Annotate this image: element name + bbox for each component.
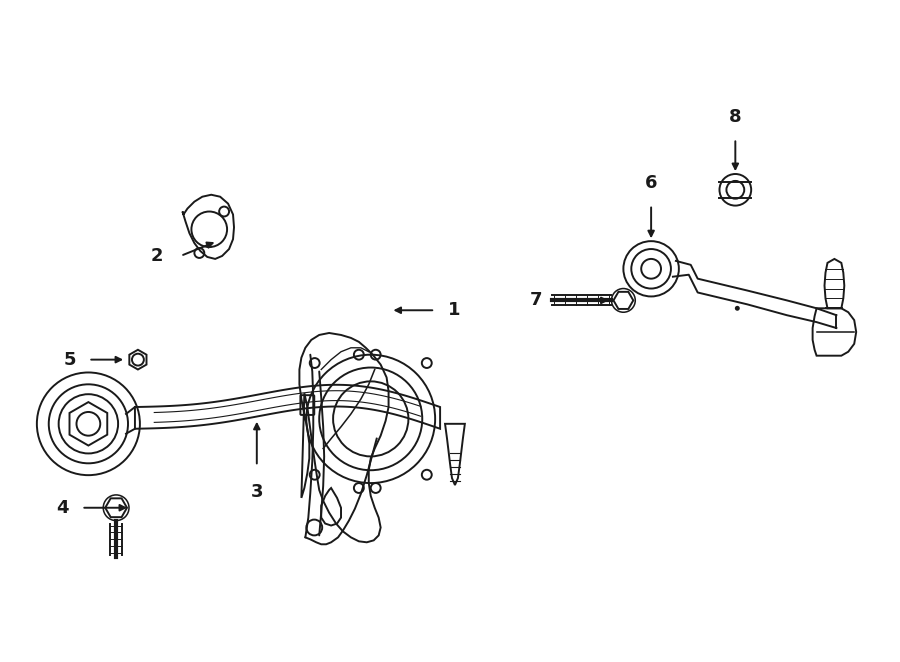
Text: 2: 2: [150, 247, 163, 265]
Text: 3: 3: [250, 483, 263, 501]
Text: 7: 7: [529, 291, 542, 309]
Circle shape: [734, 306, 740, 310]
Text: 6: 6: [645, 173, 657, 192]
Text: 8: 8: [729, 108, 742, 126]
Text: 1: 1: [448, 301, 461, 319]
Text: 5: 5: [64, 351, 76, 369]
Text: 4: 4: [56, 498, 68, 517]
